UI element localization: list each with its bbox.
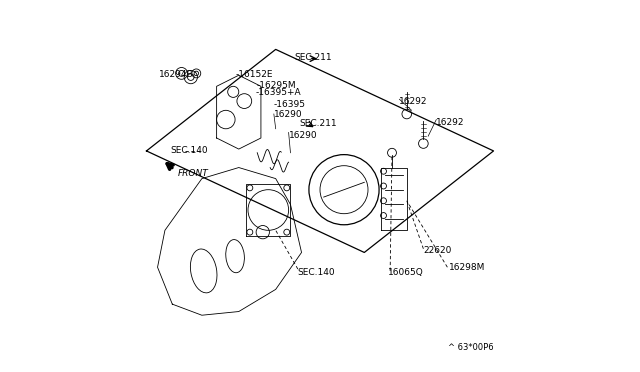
Text: 22620: 22620: [424, 246, 452, 255]
Circle shape: [381, 198, 387, 204]
Text: SEC.211: SEC.211: [294, 53, 332, 62]
Text: SEC.140: SEC.140: [298, 268, 335, 277]
Text: 16290: 16290: [289, 131, 317, 140]
Text: 16292: 16292: [399, 97, 428, 106]
Text: 16065Q: 16065Q: [388, 268, 424, 277]
Text: -16152E: -16152E: [235, 70, 273, 78]
Text: 16290: 16290: [274, 109, 303, 119]
Text: 16292: 16292: [436, 118, 465, 127]
Circle shape: [381, 212, 387, 218]
Text: -16395+A: -16395+A: [255, 89, 301, 97]
Text: -16295M: -16295M: [257, 81, 296, 90]
Text: SEC.211: SEC.211: [300, 119, 337, 128]
Circle shape: [381, 183, 387, 189]
Text: -16395: -16395: [274, 100, 306, 109]
Text: 16294B: 16294B: [159, 70, 193, 78]
Text: 16298M: 16298M: [449, 263, 486, 272]
Circle shape: [381, 168, 387, 174]
Text: SEC.140: SEC.140: [170, 147, 208, 155]
Text: ^ 63*00P6: ^ 63*00P6: [448, 343, 493, 352]
Text: FRONT: FRONT: [178, 169, 209, 177]
